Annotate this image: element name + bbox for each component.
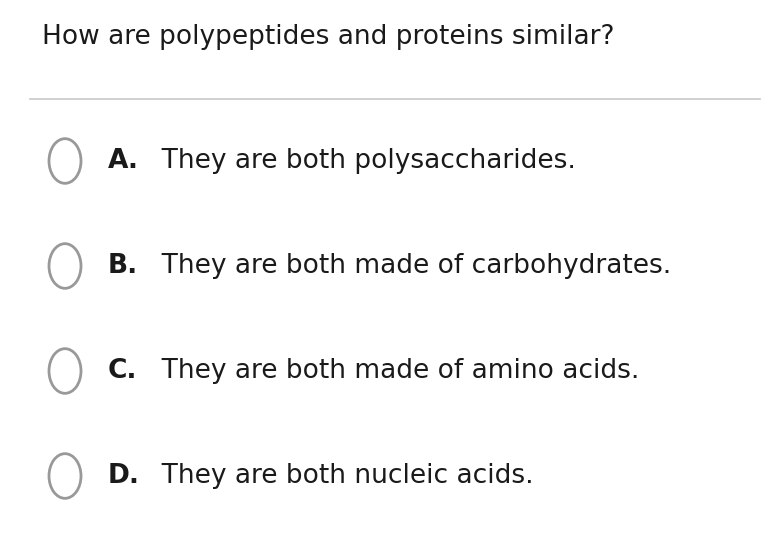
Text: They are both made of carbohydrates.: They are both made of carbohydrates.: [145, 253, 671, 279]
Text: A.: A.: [108, 148, 139, 174]
Text: They are both polysaccharides.: They are both polysaccharides.: [145, 148, 576, 174]
Ellipse shape: [49, 138, 81, 183]
Text: They are both nucleic acids.: They are both nucleic acids.: [145, 463, 533, 489]
Text: D.: D.: [108, 463, 140, 489]
Text: How are polypeptides and proteins similar?: How are polypeptides and proteins simila…: [42, 24, 615, 50]
Text: They are both made of amino acids.: They are both made of amino acids.: [145, 358, 639, 384]
Ellipse shape: [49, 348, 81, 393]
Text: B.: B.: [108, 253, 138, 279]
Ellipse shape: [49, 244, 81, 288]
Text: C.: C.: [108, 358, 138, 384]
Ellipse shape: [49, 454, 81, 499]
